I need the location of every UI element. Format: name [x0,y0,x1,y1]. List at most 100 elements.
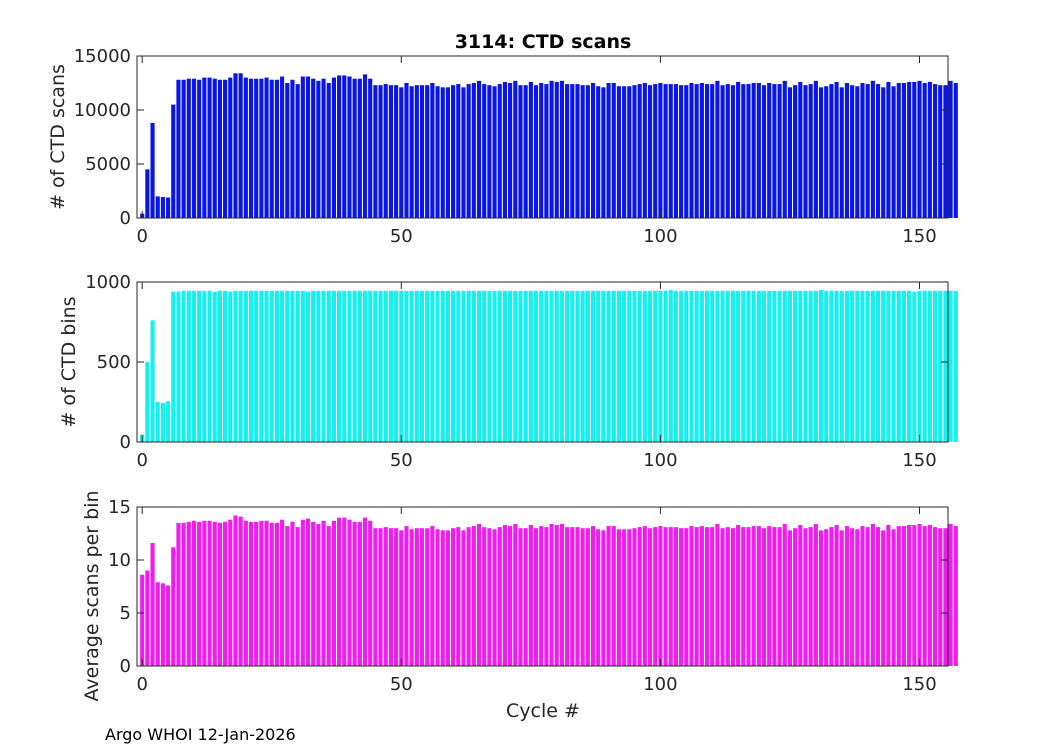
bar-cycle-114 [730,85,736,218]
bar-cycle-145 [891,529,896,666]
bar-cycle-87 [590,290,596,442]
bar-cycle-6 [171,547,176,666]
bar-cycle-62 [461,530,466,666]
bar-cycle-67 [487,85,492,218]
bar-cycle-61 [456,84,461,218]
bar-cycle-132 [824,529,829,666]
bar-cycle-108 [699,83,704,218]
bar-cycle-42 [357,290,362,442]
bar-cycle-126 [793,528,798,666]
bar-cycle-95 [632,528,637,666]
bar-cycle-76 [533,85,539,218]
bar-cycle-98 [647,290,653,442]
bar-cycle-138 [855,86,860,219]
bar-cycle-45 [373,85,378,218]
bar-cycle-19 [238,73,243,218]
bar-cycle-93 [622,86,627,219]
bar-cycle-120 [761,85,767,218]
y-tick-label: 0 [120,656,131,677]
bar-cycle-118 [751,83,756,218]
bar-cycle-43 [362,290,368,442]
bar-cycle-111 [715,290,720,442]
bar-cycle-17 [228,291,233,442]
bar-cycle-65 [476,290,482,442]
bar-cycle-137 [850,528,855,666]
bar-cycle-94 [627,529,632,666]
bar-cycle-42 [357,521,362,666]
bar-cycle-125 [787,530,793,666]
x-tick-label: 150 [902,226,936,247]
bar-cycle-11 [197,290,202,442]
bar-cycle-114 [730,528,736,666]
bar-cycle-156 [948,523,953,666]
bar-cycle-69 [497,84,502,218]
bar-cycle-9 [186,78,191,219]
bar-cycle-4 [160,583,165,666]
bar-cycle-30 [295,527,300,666]
bar-cycle-119 [756,526,761,666]
bar-cycle-29 [290,79,295,218]
bar-cycle-88 [596,529,601,666]
bar-cycle-10 [191,78,197,219]
bar-cycle-74 [523,290,528,442]
bar-cycle-89 [601,87,606,218]
bar-cycle-66 [482,84,487,218]
bar-cycle-144 [886,525,891,666]
bar-cycle-66 [482,527,487,666]
bar-cycle-48 [388,85,393,218]
bar-cycle-144 [886,81,891,218]
bar-cycle-17 [228,519,233,666]
bar-cycle-131 [818,530,824,666]
bar-cycle-22 [254,521,259,666]
bar-cycle-102 [668,527,673,666]
bar-cycle-26 [274,290,279,442]
bar-cycle-128 [803,85,808,218]
bar-cycle-85 [580,528,585,666]
bar-cycle-147 [901,290,907,442]
bar-cycle-41 [352,290,357,442]
bar-cycle-149 [912,291,917,442]
bar-cycle-9 [186,290,191,442]
bar-cycle-92 [616,290,622,442]
bar-cycle-71 [508,526,513,666]
bar-cycle-105 [684,528,689,666]
bar-cycle-143 [881,290,886,442]
bar-cycle-88 [596,86,601,219]
bar-cycle-80 [554,81,559,218]
bar-cycle-138 [855,529,860,666]
bar-cycle-41 [352,78,357,219]
bar-cycle-143 [881,87,886,218]
bar-cycle-104 [679,528,684,666]
bar-cycle-152 [927,290,932,442]
bar-cycle-157 [953,290,958,442]
x-tick-label: 150 [902,674,936,695]
bar-cycle-81 [559,290,565,442]
bar-cycle-33 [311,290,316,442]
bar-cycle-121 [767,526,772,666]
bar-cycle-55 [425,290,430,442]
bar-cycle-18 [233,290,238,442]
bar-cycle-64 [471,290,476,442]
bar-cycle-96 [637,527,642,666]
bar-cycle-79 [549,523,554,666]
bar-cycle-103 [673,84,679,218]
bar-cycle-67 [487,528,492,666]
bar-cycle-57 [435,529,440,666]
bar-cycle-12 [202,290,207,442]
x-tick-label: 100 [643,226,677,247]
bar-cycle-2 [150,320,155,442]
bar-cycle-139 [860,290,865,442]
bar-cycle-73 [518,290,523,442]
bar-cycle-15 [217,79,222,218]
bar-cycle-106 [689,290,694,442]
bar-cycle-24 [264,290,269,442]
bar-cycle-155 [943,528,948,666]
bar-cycle-143 [881,530,886,666]
bar-cycle-105 [684,290,689,442]
footer-credit: Argo WHOI 12-Jan-2026 [105,725,296,744]
bar-cycle-54 [419,290,425,442]
bar-cycle-11 [197,521,202,666]
bar-cycle-50 [399,87,404,218]
bar-cycle-92 [616,529,622,666]
